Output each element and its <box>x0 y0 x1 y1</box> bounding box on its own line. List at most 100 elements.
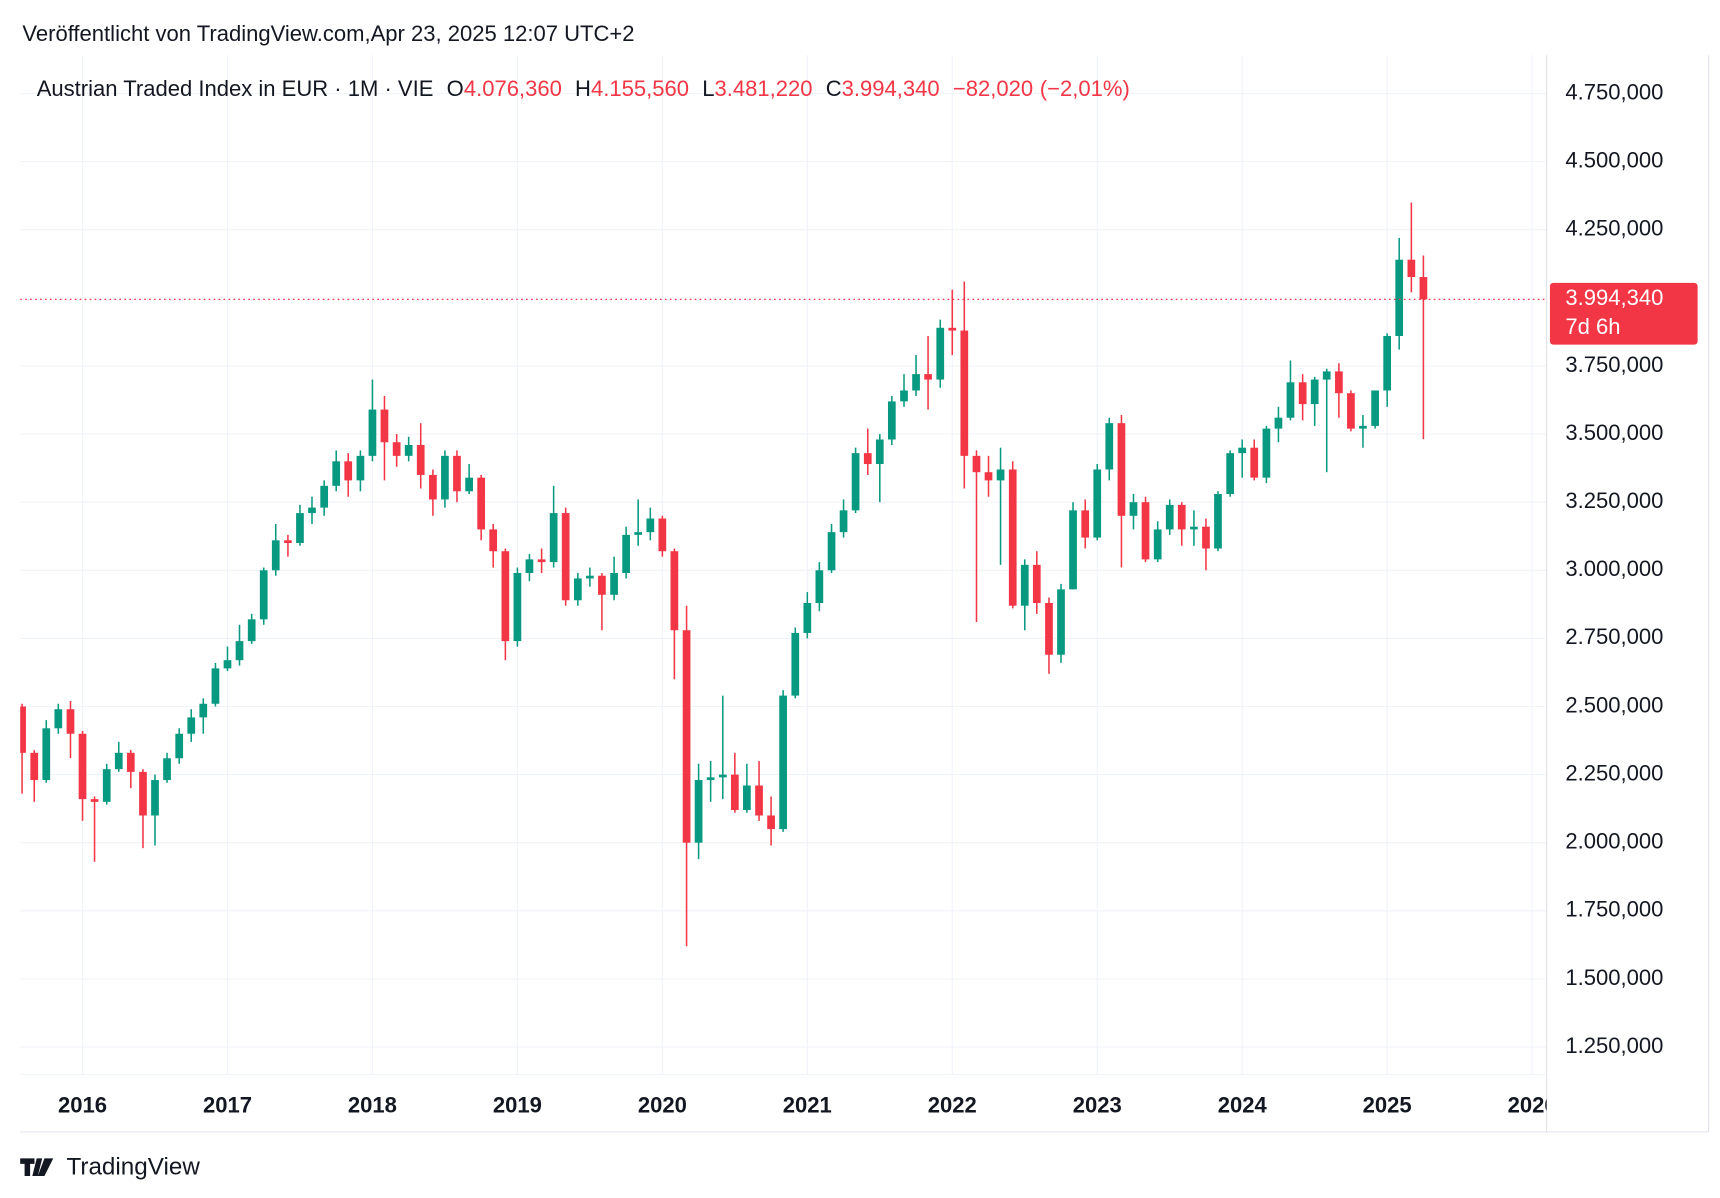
candle-body <box>1057 589 1065 655</box>
candle-body <box>429 474 437 500</box>
candle-body <box>368 409 377 456</box>
candle-body <box>561 513 570 601</box>
candle-body <box>718 774 727 778</box>
candle-body <box>1274 417 1283 429</box>
published-note: Veröffentlicht von TradingView.com,Apr 2… <box>22 21 634 46</box>
legend-label: H <box>575 76 591 101</box>
legend-label: L <box>702 76 714 101</box>
candle-body <box>1129 502 1138 516</box>
legend-label: C <box>826 76 842 101</box>
candle-body <box>380 409 389 443</box>
candle-body <box>525 559 534 574</box>
candle-body <box>1298 382 1307 405</box>
grid <box>20 55 1547 1075</box>
candle-body <box>1226 453 1235 495</box>
x-tick-label: 2026 <box>1508 1092 1557 1117</box>
candle-body <box>694 780 703 843</box>
candle-body <box>984 472 993 481</box>
candle-body <box>1419 277 1428 300</box>
y-tick-label: 2.000,000 <box>1565 829 1663 854</box>
candle-body <box>1335 371 1343 394</box>
y-tick-label: 2.250,000 <box>1565 760 1663 785</box>
candle-body <box>1117 423 1126 516</box>
candle-body <box>247 619 256 642</box>
candle-body <box>622 534 630 574</box>
price-label-box <box>1549 282 1698 345</box>
x-tick-label: 2023 <box>1073 1092 1122 1117</box>
candle-body <box>682 630 691 843</box>
candle-body <box>42 728 51 781</box>
candle-body <box>1202 526 1210 549</box>
candle-body <box>658 518 667 552</box>
candle-body <box>1105 423 1114 470</box>
price-label: 3.994,340 <box>1565 285 1663 310</box>
legend-value: 3.481,220 <box>714 76 812 101</box>
candle-body <box>271 540 280 571</box>
candle-body <box>875 439 884 465</box>
candle-body <box>1045 602 1053 655</box>
candle-body <box>730 774 739 811</box>
logo: TradingView <box>20 1154 200 1181</box>
candle-body <box>1008 469 1017 606</box>
candle-body <box>320 485 329 508</box>
candle-body <box>1032 564 1041 603</box>
candle-body <box>1262 428 1271 478</box>
candle-body <box>1383 335 1392 391</box>
x-tick-label: 2022 <box>928 1092 977 1117</box>
legend-value: 4.076,360 <box>464 76 562 101</box>
legend-value: 4.155,560 <box>591 76 689 101</box>
candle-body <box>1286 382 1295 418</box>
candle-body <box>259 570 268 620</box>
candle-body <box>102 769 111 802</box>
candle-body <box>972 455 981 473</box>
candle-body <box>1359 425 1367 429</box>
x-tick-label: 2024 <box>1218 1092 1268 1117</box>
x-tick-label: 2020 <box>638 1092 687 1117</box>
candle-body <box>1153 529 1162 560</box>
candle-body <box>90 799 99 802</box>
candle-body <box>223 660 232 669</box>
legend-value: −82,020 <box>953 76 1033 101</box>
y-tick-label: 4.500,000 <box>1565 147 1663 172</box>
candle-body <box>1093 469 1102 538</box>
candle-body <box>404 444 413 456</box>
y-tick-label: 1.750,000 <box>1565 897 1663 922</box>
candle-body <box>513 573 522 642</box>
candle-body <box>900 390 908 402</box>
candle-body <box>960 330 969 456</box>
candle-body <box>20 706 26 753</box>
candle-body <box>235 641 244 661</box>
candle-body <box>791 632 800 696</box>
y-tick-label: 1.500,000 <box>1565 965 1663 990</box>
candle-body <box>948 327 957 331</box>
candle-body <box>646 518 655 533</box>
candle-body <box>1371 390 1379 426</box>
candle-body <box>912 374 920 391</box>
legend-label: O <box>447 76 464 101</box>
candle-body <box>996 469 1005 481</box>
candle-body <box>839 510 848 533</box>
candle-body <box>54 709 63 729</box>
candle-body <box>706 777 715 781</box>
candle-body <box>1214 494 1222 549</box>
x-tick-label: 2025 <box>1363 1092 1412 1117</box>
candle-body <box>1069 510 1077 590</box>
candle-body <box>453 455 461 492</box>
candle-body <box>114 752 123 770</box>
candle-body <box>743 785 751 811</box>
logo-text: TradingView <box>66 1154 200 1181</box>
candle-body <box>1395 259 1404 336</box>
candle-body <box>211 668 220 704</box>
x-tick-label: 2017 <box>203 1092 252 1117</box>
candle-body <box>598 575 606 595</box>
x-tick-label: 2021 <box>783 1092 832 1117</box>
candle-body <box>175 733 184 759</box>
candle-body <box>803 602 812 633</box>
candle-body <box>163 758 171 781</box>
candle-body <box>392 442 401 456</box>
candle-body <box>66 709 75 734</box>
y-tick-label: 4.750,000 <box>1565 79 1663 104</box>
candle-body <box>1190 526 1198 530</box>
